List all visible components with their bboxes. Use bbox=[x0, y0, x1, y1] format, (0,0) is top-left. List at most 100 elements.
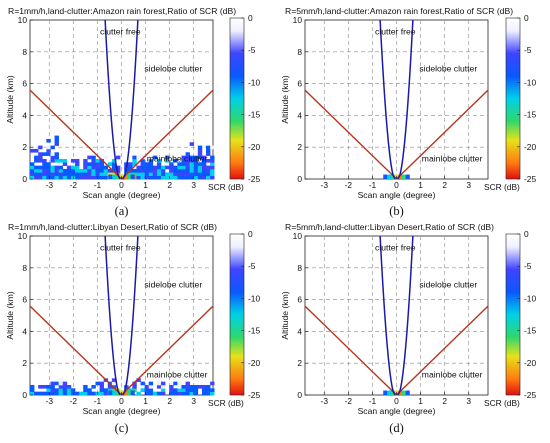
annotation-clutter-free: clutter free bbox=[100, 242, 141, 252]
heatmap-cell bbox=[152, 172, 158, 176]
heatmap-cell bbox=[103, 155, 109, 160]
colorbar-tick-label: -25 bbox=[524, 174, 536, 184]
heatmap-cell bbox=[54, 172, 59, 176]
heatmap-cell bbox=[54, 152, 59, 156]
x-tick-label: 3 bbox=[191, 180, 196, 190]
mainlobe-cell bbox=[126, 174, 131, 179]
heatmap-cell bbox=[103, 175, 109, 180]
heatmap-cell bbox=[136, 165, 141, 170]
mainlobe-cell bbox=[387, 174, 392, 179]
colorbar-tick-label: -5 bbox=[248, 45, 256, 55]
heatmap-cell bbox=[111, 165, 117, 170]
heatmap-cell bbox=[177, 165, 182, 170]
heatmap-cell bbox=[148, 162, 154, 166]
heatmap-cell bbox=[54, 175, 59, 180]
heatmap-cell bbox=[95, 381, 100, 386]
heatmap-cell bbox=[107, 384, 113, 389]
heatmap-cell bbox=[91, 155, 96, 160]
heatmap-cell bbox=[160, 381, 166, 386]
heatmap-cell bbox=[132, 162, 137, 166]
y-tick-label: 10 bbox=[18, 15, 28, 25]
heatmap-cell bbox=[165, 165, 170, 170]
heatmap-cell bbox=[87, 388, 92, 392]
heatmap-cell bbox=[206, 388, 211, 392]
heatmap-cell bbox=[87, 155, 92, 160]
heatmap-cell bbox=[185, 388, 190, 392]
heatmap-cell bbox=[91, 391, 96, 396]
mainlobe-cell bbox=[405, 390, 410, 395]
heatmap-cell bbox=[132, 158, 137, 163]
heatmap-cell bbox=[54, 168, 59, 173]
heatmap-cell bbox=[66, 175, 72, 180]
y-ticks: 0 2 4 6 8 10 bbox=[293, 15, 308, 184]
heatmap-cell bbox=[132, 168, 137, 173]
heatmap-cell bbox=[75, 158, 80, 163]
heatmap-cell bbox=[177, 391, 182, 396]
heatmap-cell bbox=[132, 388, 137, 392]
heatmap-cell bbox=[75, 168, 80, 173]
x-tick-label: -3 bbox=[321, 180, 329, 190]
heatmap-cell bbox=[75, 172, 80, 176]
heatmap-cell bbox=[185, 158, 190, 163]
heatmap-cell bbox=[185, 168, 190, 173]
heatmap-cell bbox=[185, 175, 190, 180]
heatmap-cell bbox=[99, 391, 104, 396]
heatmap-cell bbox=[42, 175, 47, 180]
y-tick-label: 4 bbox=[297, 110, 302, 120]
colorbar-tick-label: -10 bbox=[248, 293, 260, 303]
heatmap-cell bbox=[30, 391, 35, 396]
heatmap-cell bbox=[148, 172, 154, 176]
heatmap-cell bbox=[148, 381, 154, 386]
heatmap-cell bbox=[160, 384, 166, 389]
heatmap-cell bbox=[66, 384, 72, 389]
heatmap-cell bbox=[58, 165, 64, 170]
y-tick-label: 4 bbox=[297, 326, 302, 336]
heatmap-cell bbox=[156, 158, 162, 163]
colorbar-tick-label: -10 bbox=[524, 293, 536, 303]
heatmap-cell bbox=[148, 165, 154, 170]
heatmap-cell bbox=[30, 165, 35, 170]
mainlobe-cell bbox=[401, 390, 406, 395]
heatmap-cell bbox=[46, 152, 51, 156]
heatmap-cell bbox=[201, 172, 207, 176]
heatmap-cell bbox=[103, 388, 109, 392]
heatmap-cell bbox=[83, 384, 88, 389]
heatmap-cell bbox=[201, 175, 207, 180]
heatmap-cell bbox=[144, 384, 150, 389]
colorbar-tick-label: 0 bbox=[248, 229, 253, 239]
heatmap-cell bbox=[62, 158, 68, 163]
heatmap-cell bbox=[62, 381, 68, 386]
panel-caption: (d) bbox=[389, 421, 404, 435]
heatmap-cell bbox=[30, 172, 35, 176]
heatmap-cell bbox=[140, 162, 145, 166]
heatmap-cell bbox=[30, 388, 35, 392]
x-tick-label: -1 bbox=[94, 396, 102, 406]
heatmap-cell bbox=[189, 165, 195, 170]
x-tick-label: -3 bbox=[46, 396, 54, 406]
annotation-clutter-free: clutter free bbox=[100, 26, 141, 36]
heatmap-cell bbox=[54, 381, 59, 386]
heatmap-cell bbox=[189, 168, 195, 173]
heatmap-cell bbox=[46, 384, 51, 389]
y-tick-label: 2 bbox=[22, 142, 27, 152]
heatmap-cell bbox=[193, 168, 199, 173]
y-ticks: 0 2 4 6 8 10 bbox=[293, 231, 308, 400]
heatmap-cell bbox=[38, 165, 43, 170]
heatmap-cell bbox=[111, 388, 117, 392]
heatmap-cell bbox=[54, 391, 59, 396]
x-axis-label: Scan angle (degree) bbox=[358, 190, 436, 200]
heatmap-cell bbox=[62, 384, 68, 389]
heatmap-cell bbox=[165, 155, 170, 160]
colorbar-tick-label: 0 bbox=[248, 13, 253, 23]
heatmap-cell bbox=[197, 172, 203, 176]
clutter-free-boundary-right bbox=[122, 235, 139, 396]
x-tick-label: -2 bbox=[345, 396, 353, 406]
heatmap-cell bbox=[193, 162, 199, 166]
heatmap-cell bbox=[58, 391, 64, 396]
annotation-sidelobe: sidelobe clutter bbox=[144, 64, 202, 74]
heatmap-cell bbox=[169, 162, 174, 166]
heatmap-cell bbox=[99, 381, 104, 386]
heatmap-cell bbox=[148, 388, 154, 392]
heatmap-cell bbox=[99, 384, 104, 389]
